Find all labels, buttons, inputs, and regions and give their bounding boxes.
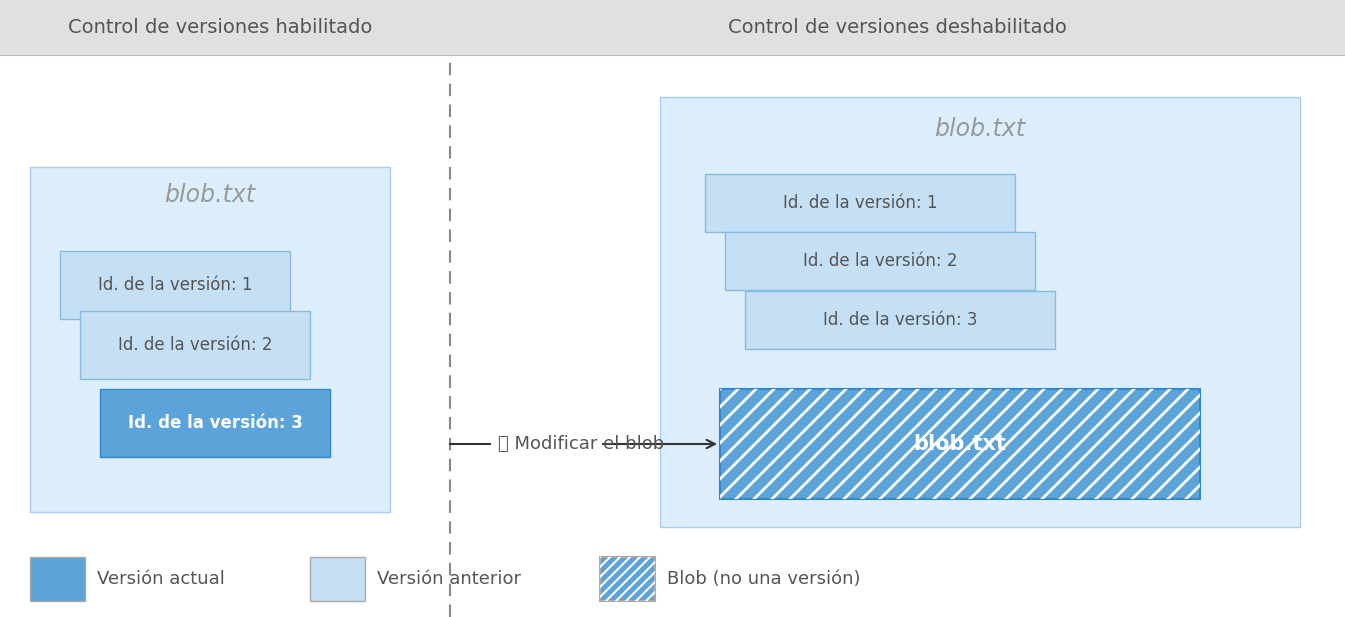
Text: Blob (no una versión): Blob (no una versión) [667, 570, 861, 588]
Text: blob.txt: blob.txt [913, 434, 1006, 454]
Bar [30, 557, 85, 601]
Bar [720, 389, 1200, 499]
Text: 🔧 Modificar el blob: 🔧 Modificar el blob [498, 435, 664, 453]
Bar [0, 0, 451, 55]
Bar [600, 557, 655, 601]
Text: Id. de la versión: 2: Id. de la versión: 2 [803, 252, 958, 270]
Bar [61, 251, 291, 319]
Text: Id. de la versión: 2: Id. de la versión: 2 [118, 336, 272, 354]
Text: Control de versiones deshabilitado: Control de versiones deshabilitado [728, 18, 1067, 37]
Text: Id. de la versión: 1: Id. de la versión: 1 [98, 276, 253, 294]
Text: Versión anterior: Versión anterior [377, 570, 521, 588]
Text: Id. de la versión: 1: Id. de la versión: 1 [783, 194, 937, 212]
Bar [745, 291, 1054, 349]
Bar [100, 389, 330, 457]
Text: Versión actual: Versión actual [97, 570, 225, 588]
Text: blob.txt: blob.txt [935, 117, 1025, 141]
Text: Id. de la versión: 3: Id. de la versión: 3 [823, 311, 978, 329]
Text: Id. de la versión: 3: Id. de la versión: 3 [128, 414, 303, 432]
Bar [79, 311, 309, 379]
Bar [30, 167, 390, 512]
Bar [660, 97, 1301, 527]
Bar [705, 174, 1015, 232]
Bar [451, 0, 1345, 55]
Bar [309, 557, 364, 601]
Bar [725, 232, 1036, 290]
Text: Control de versiones habilitado: Control de versiones habilitado [67, 18, 373, 37]
Text: blob.txt: blob.txt [164, 183, 256, 207]
